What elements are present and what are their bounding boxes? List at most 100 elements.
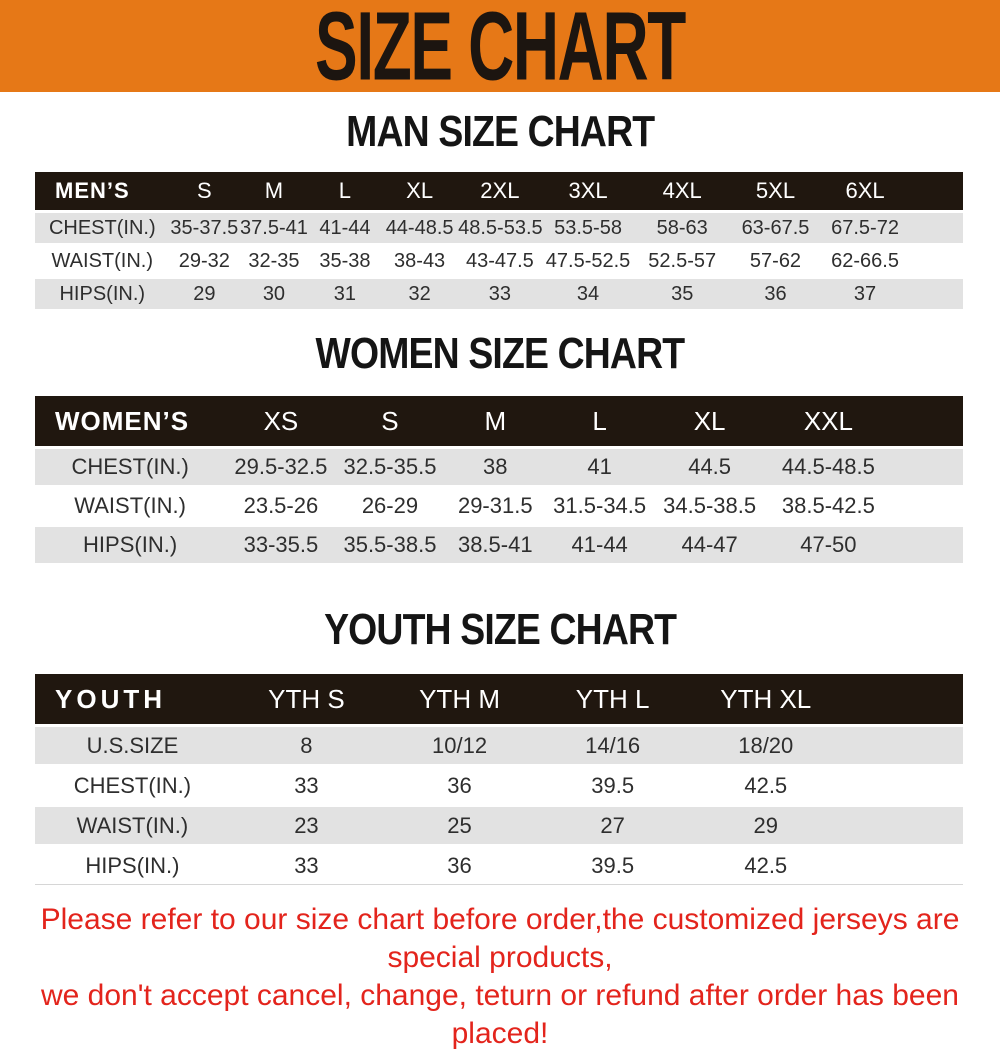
men-section-heading: MAN SIZE CHART — [0, 110, 1000, 154]
women-chest-row: CHEST(IN.) 29.5-32.5 32.5-35.5 38 41 44.… — [35, 449, 963, 485]
youth-ussize-row: U.S.SIZE 8 10/12 14/16 18/20 — [35, 727, 963, 764]
measure-row-label: WAIST(IN.) — [35, 807, 230, 844]
size-value-cell: 27 — [536, 807, 690, 844]
size-value-cell: 29.5-32.5 — [225, 449, 337, 485]
size-value-cell: 35.5-38.5 — [336, 527, 444, 563]
size-col-header: S — [336, 396, 444, 446]
disclaimer: Please refer to our size chart before or… — [0, 901, 1000, 1053]
measure-row-label: HIPS(IN.) — [35, 527, 226, 563]
size-value-cell: 10/12 — [382, 727, 537, 764]
size-value-cell: 38-43 — [381, 246, 459, 276]
men-waist-row: WAIST(IN.) 29-32 32-35 35-38 38-43 43-47… — [35, 246, 963, 276]
size-value-cell: 37 — [820, 279, 910, 309]
youth-chest-row: CHEST(IN.) 33 36 39.5 42.5 — [35, 767, 963, 804]
size-value-cell: 35-38 — [308, 246, 382, 276]
size-col-header: 5XL — [730, 172, 821, 210]
size-value-cell: 38 — [443, 449, 548, 485]
filler-cell — [842, 767, 963, 804]
filler-cell — [909, 246, 963, 276]
size-col-header: M — [239, 172, 309, 210]
measure-row-label: CHEST(IN.) — [35, 767, 230, 804]
size-value-cell: 39.5 — [536, 847, 690, 884]
size-value-cell: 38.5-42.5 — [767, 488, 890, 524]
size-col-header: 6XL — [820, 172, 910, 210]
size-col-header: 2XL — [458, 172, 542, 210]
size-value-cell: 18/20 — [689, 727, 843, 764]
size-value-cell: 23.5-26 — [225, 488, 337, 524]
size-value-cell: 52.5-57 — [634, 246, 731, 276]
size-value-cell: 44-48.5 — [381, 213, 459, 243]
size-value-cell: 29 — [689, 807, 843, 844]
filler-cell — [909, 213, 963, 243]
size-value-cell: 36 — [730, 279, 821, 309]
size-value-cell: 47.5-52.5 — [541, 246, 635, 276]
size-value-cell: 35-37.5 — [169, 213, 240, 243]
filler-cell — [889, 527, 963, 563]
youth-hips-row: HIPS(IN.) 33 36 39.5 42.5 — [35, 847, 963, 884]
size-value-cell: 44-47 — [652, 527, 768, 563]
size-col-header: YTH XL — [689, 674, 843, 724]
measure-row-label: CHEST(IN.) — [35, 213, 170, 243]
youth-table-header-row: YOUTH YTH S YTH M YTH L YTH XL — [35, 674, 963, 724]
measure-row-label: HIPS(IN.) — [35, 847, 230, 884]
women-waist-row: WAIST(IN.) 23.5-26 26-29 29-31.5 31.5-34… — [35, 488, 963, 524]
size-value-cell: 32 — [381, 279, 459, 309]
measure-row-label: HIPS(IN.) — [35, 279, 170, 309]
size-value-cell: 33-35.5 — [225, 527, 337, 563]
youth-section-heading-text: YOUTH SIZE CHART — [323, 605, 677, 654]
measure-row-label: WAIST(IN.) — [35, 246, 170, 276]
size-value-cell: 31.5-34.5 — [547, 488, 653, 524]
measure-row-label: U.S.SIZE — [35, 727, 230, 764]
filler-cell — [909, 172, 963, 210]
size-value-cell: 25 — [382, 807, 537, 844]
size-col-header: YTH M — [382, 674, 537, 724]
size-value-cell: 47-50 — [767, 527, 890, 563]
size-value-cell: 36 — [382, 847, 537, 884]
size-col-header: XXL — [767, 396, 890, 446]
size-col-header: YTH L — [536, 674, 690, 724]
size-value-cell: 53.5-58 — [541, 213, 635, 243]
page-title: SIZE CHART — [315, 0, 686, 101]
size-value-cell: 32.5-35.5 — [336, 449, 444, 485]
size-col-header: XL — [652, 396, 768, 446]
size-value-cell: 33 — [229, 767, 383, 804]
youth-section-heading: YOUTH SIZE CHART — [0, 608, 1000, 652]
size-col-header: S — [169, 172, 240, 210]
size-col-header: M — [443, 396, 548, 446]
women-size-table: WOMEN’S XS S M L XL XXL CHEST(IN.) 29.5-… — [35, 393, 963, 566]
size-value-cell: 34 — [541, 279, 635, 309]
youth-size-table: YOUTH YTH S YTH M YTH L YTH XL U.S.SIZE … — [35, 671, 963, 887]
women-table-corner-label: WOMEN’S — [35, 396, 226, 446]
size-value-cell: 35 — [634, 279, 731, 309]
size-value-cell: 37.5-41 — [239, 213, 309, 243]
size-value-cell: 32-35 — [239, 246, 309, 276]
women-hips-row: HIPS(IN.) 33-35.5 35.5-38.5 38.5-41 41-4… — [35, 527, 963, 563]
size-col-header: YTH S — [229, 674, 383, 724]
size-value-cell: 41-44 — [547, 527, 653, 563]
size-value-cell: 39.5 — [536, 767, 690, 804]
men-chest-row: CHEST(IN.) 35-37.5 37.5-41 41-44 44-48.5… — [35, 213, 963, 243]
size-value-cell: 33 — [229, 847, 383, 884]
filler-cell — [909, 279, 963, 309]
disclaimer-line-1: Please refer to our size chart before or… — [40, 903, 960, 974]
size-col-header: 3XL — [541, 172, 635, 210]
size-value-cell: 48.5-53.5 — [458, 213, 542, 243]
size-col-header: XL — [381, 172, 459, 210]
women-section-heading: WOMEN SIZE CHART — [0, 332, 1000, 376]
size-value-cell: 67.5-72 — [820, 213, 910, 243]
size-value-cell: 33 — [458, 279, 542, 309]
men-hips-row: HIPS(IN.) 29 30 31 32 33 34 35 36 37 — [35, 279, 963, 309]
size-value-cell: 29-32 — [169, 246, 240, 276]
size-value-cell: 42.5 — [689, 767, 843, 804]
men-size-table: MEN’S S M L XL 2XL 3XL 4XL 5XL 6XL CHEST… — [35, 169, 963, 312]
size-value-cell: 14/16 — [536, 727, 690, 764]
size-value-cell: 26-29 — [336, 488, 444, 524]
size-value-cell: 44.5-48.5 — [767, 449, 890, 485]
size-value-cell: 8 — [229, 727, 383, 764]
women-section-heading-text: WOMEN SIZE CHART — [315, 329, 686, 378]
size-value-cell: 31 — [308, 279, 382, 309]
filler-cell — [889, 488, 963, 524]
measure-row-label: CHEST(IN.) — [35, 449, 226, 485]
size-value-cell: 41-44 — [308, 213, 382, 243]
